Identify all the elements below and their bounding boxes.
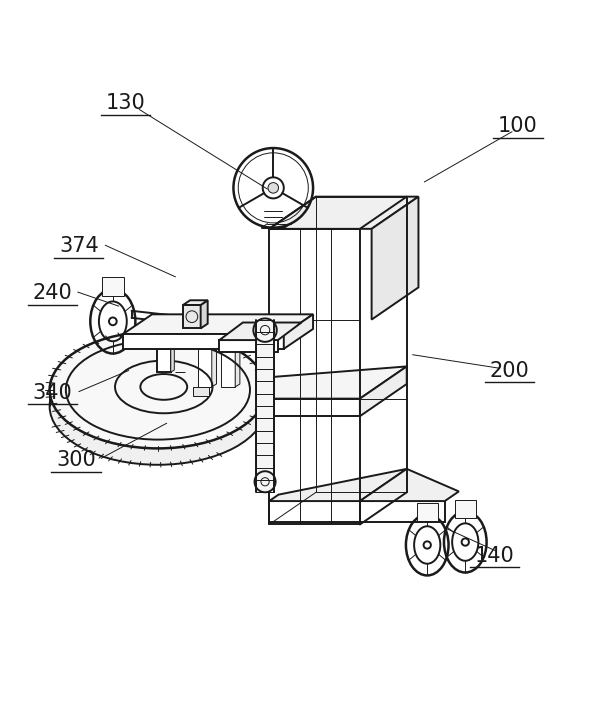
Ellipse shape [50,348,266,465]
Text: 374: 374 [59,236,99,257]
Polygon shape [454,500,476,518]
Polygon shape [178,398,360,416]
Polygon shape [183,300,207,305]
Text: 340: 340 [33,383,73,403]
Polygon shape [360,501,445,521]
Text: 200: 200 [489,361,529,380]
Polygon shape [269,501,360,521]
Ellipse shape [50,332,266,449]
Polygon shape [157,349,171,372]
Polygon shape [219,340,278,352]
Polygon shape [372,196,418,320]
Polygon shape [284,314,313,349]
Polygon shape [201,300,207,329]
Polygon shape [235,346,240,387]
Polygon shape [417,503,438,521]
Text: 140: 140 [475,545,514,566]
Polygon shape [221,349,235,387]
Polygon shape [102,278,124,296]
Polygon shape [123,334,284,349]
Polygon shape [219,323,301,340]
Circle shape [268,182,278,193]
Polygon shape [178,366,407,398]
Polygon shape [360,366,407,416]
Text: 130: 130 [106,93,145,113]
Polygon shape [212,346,216,387]
Polygon shape [193,387,209,395]
Text: 100: 100 [498,116,538,137]
Polygon shape [183,305,201,329]
Polygon shape [269,469,407,501]
Polygon shape [198,349,212,387]
Text: 240: 240 [33,284,73,303]
Polygon shape [256,320,274,492]
Polygon shape [269,196,418,229]
Polygon shape [360,469,459,501]
Polygon shape [171,347,174,372]
Polygon shape [123,314,313,334]
Text: 300: 300 [56,450,96,470]
